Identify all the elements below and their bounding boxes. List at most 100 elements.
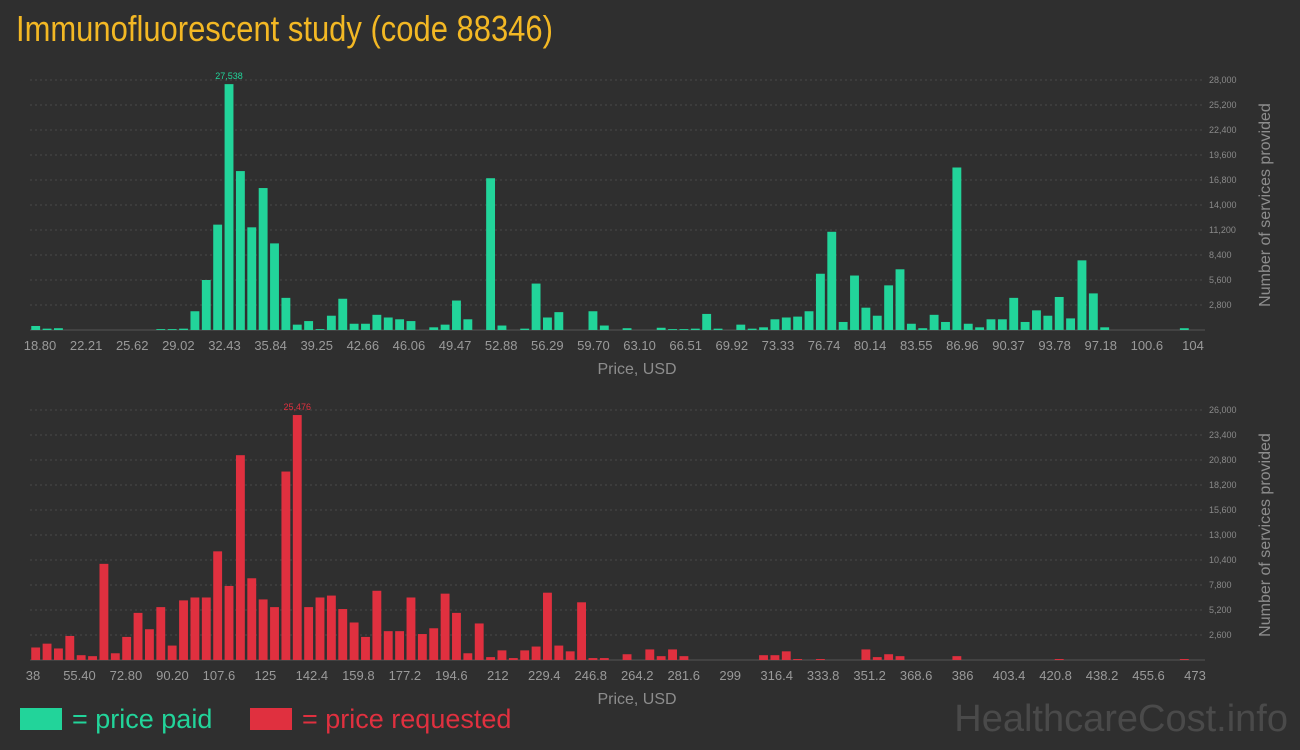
requested-xtick-label: 403.4	[993, 668, 1026, 683]
paid-xtick-label: 32.43	[208, 338, 241, 353]
requested-bar	[417, 634, 427, 660]
paid-xtick-label: 25.62	[116, 338, 149, 353]
paid-xtick-label: 76.74	[808, 338, 841, 353]
requested-bar	[656, 656, 666, 660]
requested-bar	[190, 597, 200, 660]
paid-bar	[167, 329, 177, 330]
paid-bar	[247, 227, 257, 330]
requested-bar	[304, 607, 314, 660]
legend-label-paid: = price paid	[72, 703, 213, 734]
requested-bar	[88, 656, 97, 660]
requested-xtick-label: 351.2	[853, 668, 886, 683]
requested-bar	[679, 656, 689, 660]
paid-xtick-label: 49.47	[439, 338, 472, 353]
requested-xtick-label: 333.8	[807, 668, 840, 683]
paid-bar	[520, 328, 530, 330]
requested-ytick-label: 20,800	[1209, 455, 1237, 465]
requested-bar	[144, 629, 154, 660]
paid-xtick-label: 86.96	[946, 338, 979, 353]
requested-ytick-label: 7,800	[1209, 580, 1232, 590]
requested-bar	[281, 471, 291, 660]
paid-bar	[190, 311, 200, 330]
requested-bar	[497, 650, 507, 660]
requested-bar	[338, 609, 348, 660]
paid-bar	[1066, 318, 1076, 330]
requested-ytick-label: 5,200	[1209, 605, 1232, 615]
paid-bar	[770, 319, 780, 330]
requested-bar	[201, 597, 211, 660]
paid-bar	[815, 273, 825, 330]
paid-ytick-label: 11,200	[1209, 225, 1236, 235]
paid-bar	[213, 224, 223, 330]
paid-xtick-label: 18.80	[24, 338, 57, 353]
paid-bar	[906, 323, 916, 330]
paid-bar	[31, 325, 41, 330]
paid-xtick-label: 52.88	[485, 338, 518, 353]
requested-bar	[429, 628, 439, 660]
paid-x-axis-title: Price, USD	[597, 361, 676, 378]
requested-bar	[42, 643, 52, 660]
paid-bar	[42, 328, 52, 330]
paid-bar	[872, 315, 882, 330]
legend-swatch-paid	[20, 708, 62, 730]
requested-bar	[486, 657, 496, 660]
paid-bar	[975, 327, 985, 330]
paid-xtick-label: 104	[1182, 338, 1204, 353]
requested-ytick-label: 18,200	[1209, 480, 1237, 490]
requested-bar	[224, 585, 234, 660]
requested-bar	[770, 655, 780, 660]
requested-bar	[292, 415, 302, 660]
requested-bar	[406, 597, 416, 660]
requested-bar	[622, 654, 632, 660]
requested-bar	[31, 647, 41, 660]
paid-bar	[599, 325, 609, 330]
paid-y-axis-title: Number of services provided	[1257, 103, 1274, 307]
paid-bar	[1032, 310, 1041, 330]
paid-ytick-label: 14,000	[1209, 200, 1237, 210]
requested-bar	[588, 658, 598, 660]
requested-bar	[156, 607, 166, 660]
paid-bar	[1020, 321, 1030, 330]
requested-bar	[1054, 659, 1064, 660]
paid-ytick-label: 16,800	[1209, 175, 1237, 185]
requested-bar	[474, 623, 484, 660]
paid-bar	[452, 300, 461, 330]
paid-bar	[827, 231, 837, 330]
paid-bar	[781, 317, 791, 330]
paid-ytick-label: 5,600	[1209, 275, 1232, 285]
paid-bar	[963, 323, 973, 330]
requested-bar	[759, 655, 768, 660]
requested-xtick-label: 159.8	[342, 668, 375, 683]
requested-xtick-label: 107.6	[203, 668, 236, 683]
paid-bar	[372, 314, 382, 330]
paid-bar	[838, 321, 848, 330]
requested-bar	[508, 658, 518, 660]
paid-xtick-label: 39.25	[300, 338, 333, 353]
requested-xtick-label: 142.4	[296, 668, 329, 683]
paid-xtick-label: 80.14	[854, 338, 887, 353]
paid-bar	[326, 315, 336, 330]
requested-peak-label: 25,476	[283, 402, 311, 412]
paid-bar	[304, 321, 314, 330]
requested-xtick-label: 212	[487, 668, 509, 683]
paid-bar	[861, 307, 871, 330]
requested-bar	[235, 455, 245, 660]
requested-xtick-label: 246.8	[574, 668, 607, 683]
paid-bar	[554, 312, 564, 330]
paid-bar	[986, 319, 996, 330]
requested-xtick-label: 194.6	[435, 668, 468, 683]
requested-bar	[815, 659, 825, 660]
paid-bar	[622, 328, 632, 330]
requested-bar	[1179, 659, 1189, 660]
requested-bar	[793, 659, 803, 660]
paid-bar	[463, 319, 473, 330]
requested-bar	[179, 600, 188, 660]
requested-xtick-label: 386	[952, 668, 974, 683]
paid-bar	[884, 285, 894, 330]
paid-bar	[1054, 296, 1064, 330]
paid-bar	[952, 167, 962, 330]
paid-bar	[588, 311, 598, 330]
requested-bar	[361, 636, 370, 660]
paid-bar	[497, 325, 507, 330]
paid-bar	[258, 188, 268, 330]
